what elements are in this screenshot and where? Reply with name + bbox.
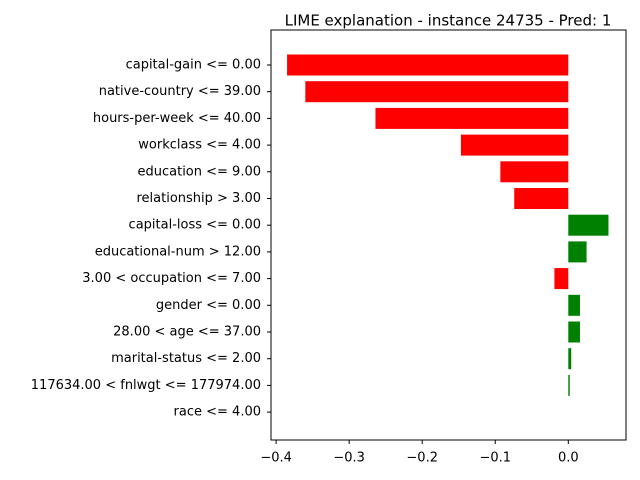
bar [500,161,569,183]
y-tick-label: gender <= 0.00 [156,298,261,313]
bar [568,241,587,263]
y-tick-label: educational-num > 12.00 [95,244,261,259]
y-tick-label: hours-per-week <= 40.00 [93,111,261,126]
axes-frame [270,29,627,441]
y-tick-label: marital-status <= 2.00 [111,351,261,366]
x-tick-label: −0.3 [333,451,365,466]
y-tick-label: 117634.00 < fnlwgt <= 177974.00 [31,378,261,393]
bar [305,81,569,103]
bar [568,321,580,343]
bar [287,54,569,76]
y-tick-label: 28.00 < age <= 37.00 [113,325,261,340]
y-tick-label: capital-gain <= 0.00 [126,58,261,73]
y-tick-label: capital-loss <= 0.00 [129,218,261,233]
y-tick-label: race <= 4.00 [174,405,261,420]
x-tick-label: 0.0 [558,451,579,466]
bar [460,134,569,156]
x-tick-label: −0.4 [260,451,292,466]
y-tick-label: workclass <= 4.00 [138,138,261,153]
bar [568,374,570,396]
bar [514,188,569,209]
y-tick-label: relationship > 3.00 [136,191,261,206]
bar [554,268,569,290]
x-tick-label: −0.1 [479,451,511,466]
bar [568,294,580,316]
y-tick-label: 3.00 < occupation <= 7.00 [82,271,261,286]
bar [568,214,609,236]
bar [375,107,569,129]
y-tick-label: education <= 9.00 [138,164,262,179]
y-tick-label: native-country <= 39.00 [99,84,261,99]
chart-title: LIME explanation - instance 24735 - Pred… [285,12,612,30]
x-tick-label: −0.2 [406,451,438,466]
bar [568,348,572,370]
